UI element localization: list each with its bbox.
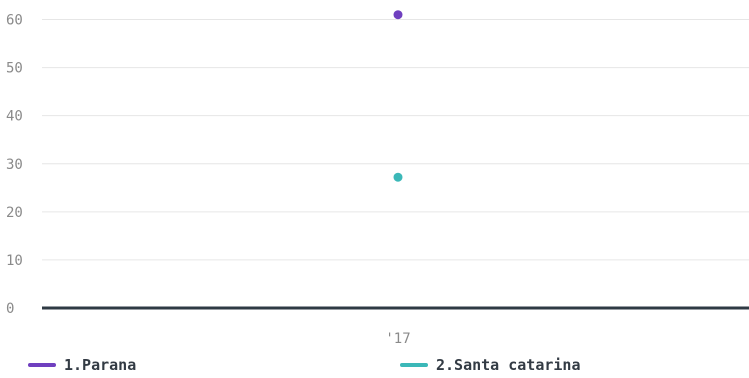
legend-swatch-santa-catarina [400,363,428,367]
x-tick-label: '17 [385,331,410,347]
legend-item-parana[interactable]: 1.Parana [28,356,136,374]
legend-item-santa-catarina[interactable]: 2.Santa catarina [400,356,581,374]
y-tick-label: 30 [6,157,23,173]
data-point-series-0[interactable] [393,10,403,20]
y-tick-label: 0 [6,301,14,317]
legend-label-santa-catarina: 2.Santa catarina [436,356,581,374]
data-point-series-1[interactable] [393,172,403,182]
legend-swatch-parana [28,363,56,367]
y-tick-label: 50 [6,61,23,77]
y-tick-label: 10 [6,253,23,269]
y-tick-label: 40 [6,109,23,125]
plot-area: 0 10 20 30 40 50 60 '17 [6,10,749,347]
y-tick-label: 20 [6,205,23,221]
legend-label-parana: 1.Parana [64,356,137,374]
y-tick-label: 60 [6,13,23,29]
legend: 1.Parana 2.Santa catarina [0,356,749,378]
